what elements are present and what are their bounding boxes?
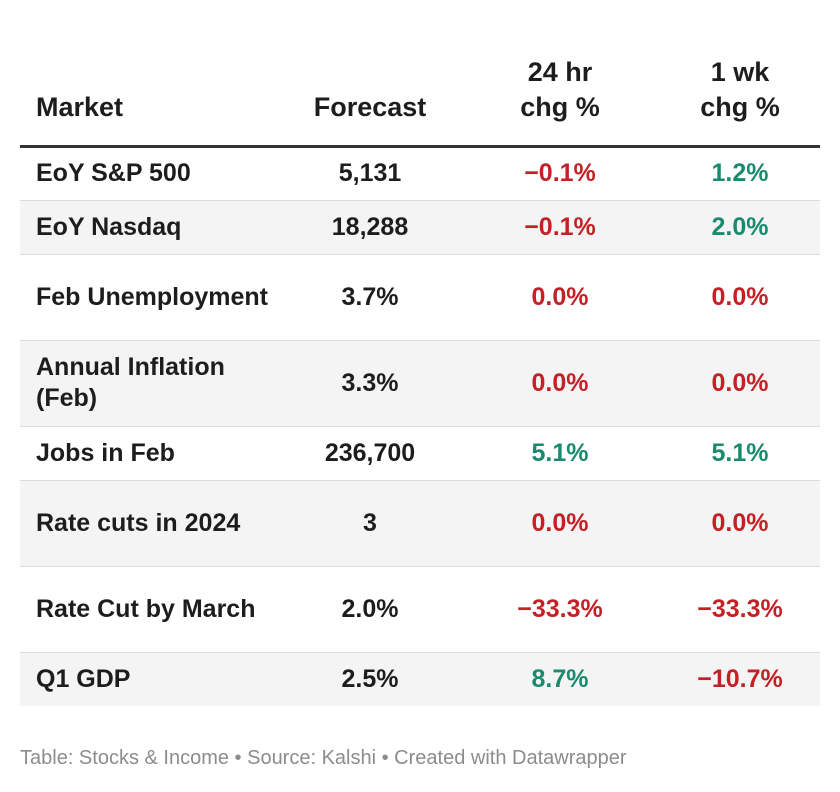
cell-forecast: 2.0% [280,566,460,653]
table-row: Jobs in Feb 236,700 5.1% 5.1% [20,426,820,481]
cell-forecast: 18,288 [280,200,460,255]
cell-24hr-change: 0.0% [460,480,660,567]
cell-1wk-change: 1.2% [660,146,820,201]
cell-24hr-change: 5.1% [460,426,660,481]
cell-market: Jobs in Feb [20,426,280,481]
table-row: Rate cuts in 2024 3 0.0% 0.0% [20,480,820,567]
cell-1wk-change: 0.0% [660,340,820,427]
header-market[interactable]: Market [20,0,280,148]
cell-market: Annual Inflation (Feb) [20,340,280,427]
cell-1wk-change: 0.0% [660,254,820,341]
cell-forecast: 3.7% [280,254,460,341]
header-24hr-change[interactable]: 24 hr chg % [460,0,660,148]
table-row: EoY Nasdaq 18,288 −0.1% 2.0% [20,200,820,255]
cell-market: Q1 GDP [20,652,280,706]
cell-forecast: 3 [280,480,460,567]
cell-forecast: 5,131 [280,146,460,201]
cell-24hr-change: 0.0% [460,340,660,427]
cell-market: Feb Unemployment [20,254,280,341]
cell-forecast: 3.3% [280,340,460,427]
table-row: Feb Unemployment 3.7% 0.0% 0.0% [20,254,820,341]
cell-forecast: 2.5% [280,652,460,706]
table-container: Market Forecast 24 hr chg % 1 wk chg % E… [20,0,820,706]
header-forecast[interactable]: Forecast [280,0,460,148]
table-footer: Table: Stocks & Income • Source: Kalshi … [20,747,627,769]
cell-1wk-change: 5.1% [660,426,820,481]
cell-24hr-change: 8.7% [460,652,660,706]
table-row: EoY S&P 500 5,131 −0.1% 1.2% [20,146,820,201]
table-body: EoY S&P 500 5,131 −0.1% 1.2% EoY Nasdaq 18,28… [20,146,820,706]
table-row: Q1 GDP 2.5% 8.7% −10.7% [20,652,820,706]
cell-forecast: 236,700 [280,426,460,481]
cell-1wk-change: 2.0% [660,200,820,255]
header-1wk-change[interactable]: 1 wk chg % [660,0,820,148]
cell-1wk-change: 0.0% [660,480,820,567]
cell-24hr-change: −33.3% [460,566,660,653]
cell-1wk-change: −10.7% [660,652,820,706]
table-row: Rate Cut by March 2.0% −33.3% −33.3% [20,566,820,653]
cell-market: EoY Nasdaq [20,200,280,255]
cell-market: Rate cuts in 2024 [20,480,280,567]
cell-market: EoY S&P 500 [20,146,280,201]
market-forecast-table: Market Forecast 24 hr chg % 1 wk chg % E… [20,0,820,706]
cell-24hr-change: −0.1% [460,146,660,201]
cell-market: Rate Cut by March [20,566,280,653]
cell-1wk-change: −33.3% [660,566,820,653]
cell-24hr-change: −0.1% [460,200,660,255]
table-row: Annual Inflation (Feb) 3.3% 0.0% 0.0% [20,340,820,427]
header-row: Market Forecast 24 hr chg % 1 wk chg % [20,0,820,148]
cell-24hr-change: 0.0% [460,254,660,341]
